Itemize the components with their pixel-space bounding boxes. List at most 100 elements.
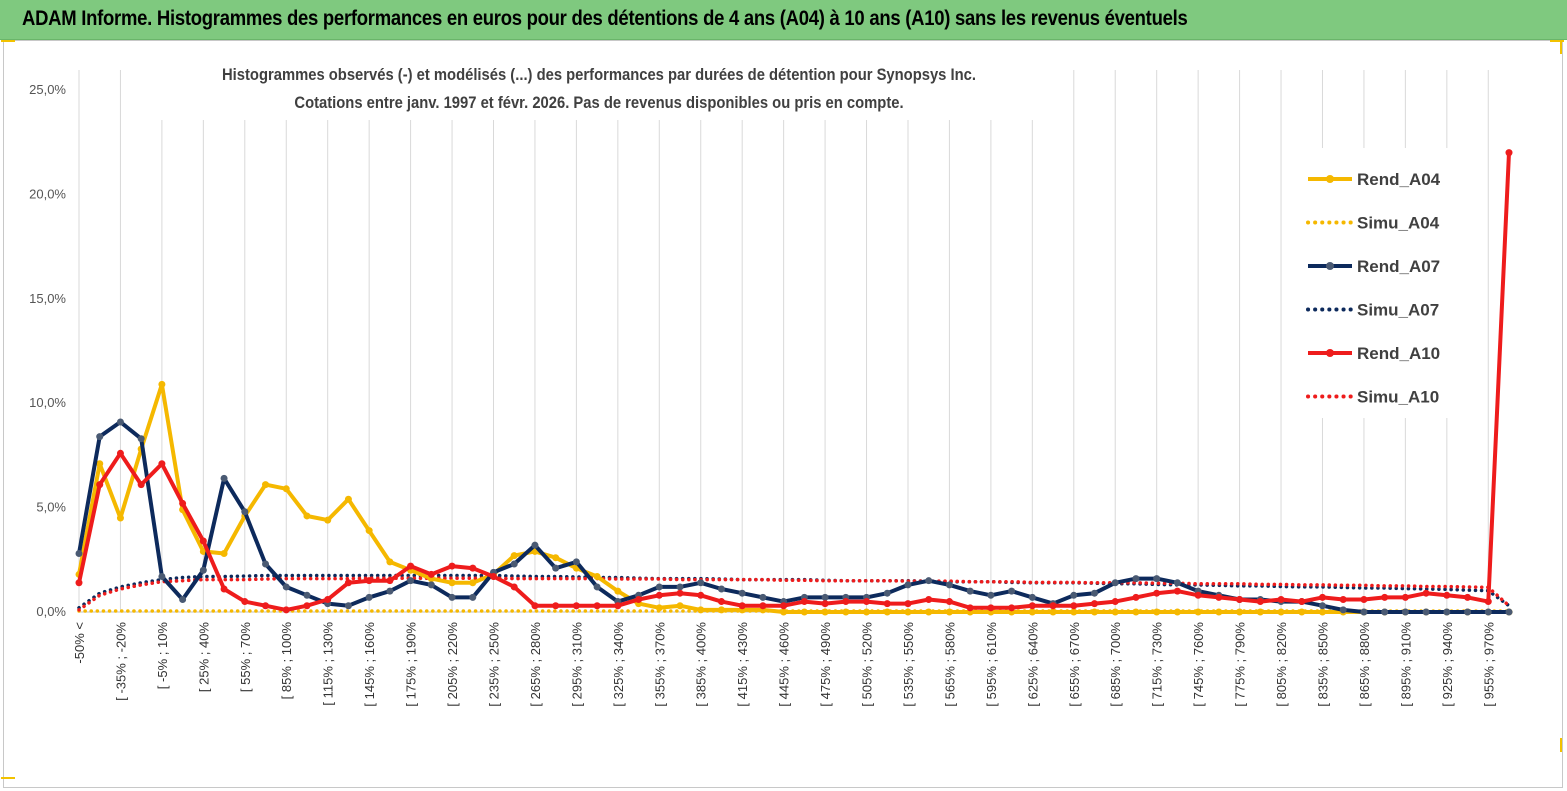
data-point-Rend_A10 <box>1028 602 1036 610</box>
data-point-Rend_A10 <box>199 537 207 545</box>
data-point-Rend_A10 <box>1215 593 1223 601</box>
x-tick-label: [ 115% ; 130% <box>321 622 336 706</box>
data-point-Rend_A07 <box>1484 608 1492 616</box>
data-point-Rend_A10 <box>1484 598 1492 606</box>
data-point-Rend_A10 <box>614 602 622 610</box>
data-point-Rend_A04 <box>1111 608 1119 616</box>
data-point-Rend_A04 <box>386 558 394 566</box>
data-point-Rend_A07 <box>510 560 518 568</box>
data-point-Rend_A10 <box>1443 591 1451 599</box>
x-tick-label: [ 265% ; 280% <box>528 622 543 707</box>
data-point-Rend_A10 <box>469 564 477 572</box>
frame-corner-mark <box>1 40 15 42</box>
data-point-Rend_A04 <box>1153 608 1161 616</box>
data-point-Rend_A07 <box>1360 608 1368 616</box>
data-point-Rend_A04 <box>780 608 788 616</box>
data-point-Rend_A07 <box>303 591 311 599</box>
data-point-Rend_A10 <box>510 583 518 591</box>
x-tick-label: [ 775% ; 790% <box>1233 622 1248 707</box>
grid-lines <box>78 70 1489 612</box>
legend-label-Rend_A04: Rend_A04 <box>1357 170 1441 189</box>
series-line-Rend_A07 <box>77 420 1509 614</box>
data-point-Rend_A10 <box>883 600 891 608</box>
data-point-Rend_A10 <box>137 481 145 489</box>
x-tick-label: [ 685% ; 700% <box>1108 622 1123 707</box>
data-point-Rend_A10 <box>303 602 311 610</box>
data-point-Rend_A10 <box>96 481 104 489</box>
data-point-Rend_A07 <box>282 583 290 591</box>
data-point-Rend_A07 <box>96 433 104 441</box>
frame-corner-mark <box>1560 738 1562 752</box>
data-point-Rend_A04 <box>697 606 705 614</box>
x-tick-label: [ 835% ; 850% <box>1315 622 1330 707</box>
data-point-Rend_A10 <box>552 602 560 610</box>
data-point-Rend_A10 <box>655 591 663 599</box>
data-point-Rend_A04 <box>510 552 518 560</box>
data-point-Rend_A10 <box>1111 598 1119 606</box>
legend-marker-Rend_A04 <box>1326 175 1334 183</box>
axes: 0,0% 5,0% 10,0% 15,0% 20,0% 25,0% -50% < [ -35%… <box>29 82 1513 707</box>
data-point-Rend_A07 <box>883 589 891 597</box>
data-point-Rend_A07 <box>759 593 767 601</box>
x-tick-label: [ 955% ; 970% <box>1481 622 1496 707</box>
data-point-Rend_A07 <box>448 593 456 601</box>
frame-corner-mark <box>1 777 15 779</box>
x-tick-label: [ 745% ; 760% <box>1191 622 1206 707</box>
data-point-Rend_A07 <box>676 583 684 591</box>
data-point-Rend_A07 <box>531 541 539 549</box>
data-point-Rend_A07 <box>717 585 725 593</box>
x-tick-label: [ -35% ; -20% <box>113 622 128 701</box>
x-tick-label: [ 805% ; 820% <box>1274 622 1289 707</box>
data-point-Rend_A04 <box>717 606 725 614</box>
data-point-Rend_A07 <box>1173 579 1181 587</box>
x-tick-label: [ 865% ; 880% <box>1357 622 1372 707</box>
x-tick-label: [ 55% ; 70% <box>238 622 253 693</box>
data-point-Rend_A07 <box>365 593 373 601</box>
data-point-Rend_A07 <box>1111 579 1119 587</box>
y-tick-label: 25,0% <box>29 82 66 97</box>
y-tick-label: 10,0% <box>29 395 66 410</box>
series-line-Simu_A10 <box>77 576 1511 612</box>
data-point-Rend_A04 <box>1215 608 1223 616</box>
data-point-Rend_A10 <box>1339 595 1347 603</box>
x-tick-label: [ 475% ; 490% <box>818 622 833 707</box>
data-point-Rend_A04 <box>863 608 871 616</box>
data-point-Rend_A07 <box>407 577 415 585</box>
data-point-Rend_A07 <box>262 560 270 568</box>
data-point-Rend_A07 <box>199 566 207 574</box>
data-point-Rend_A07 <box>1464 608 1472 616</box>
x-tick-label: [ 505% ; 520% <box>860 622 875 707</box>
data-point-Rend_A10 <box>489 573 497 581</box>
data-point-Rend_A10 <box>344 579 352 587</box>
data-point-Rend_A10 <box>1091 600 1099 608</box>
data-point-Rend_A04 <box>282 485 290 493</box>
legend-marker-Rend_A07 <box>1326 262 1334 270</box>
data-point-Rend_A10 <box>863 598 871 606</box>
x-tick-label: [ 385% ; 400% <box>694 622 709 707</box>
data-point-Rend_A04 <box>614 587 622 595</box>
data-point-Rend_A07 <box>1070 591 1078 599</box>
data-point-Rend_A07 <box>987 591 995 599</box>
y-tick-label: 0,0% <box>36 604 66 619</box>
data-point-Rend_A04 <box>1070 608 1078 616</box>
data-point-Rend_A10 <box>531 602 539 610</box>
data-point-Rend_A04 <box>1091 608 1099 616</box>
data-point-Rend_A07 <box>821 593 829 601</box>
frame-corner-mark <box>1560 40 1562 54</box>
data-point-Rend_A07 <box>1132 575 1140 583</box>
data-point-Rend_A04 <box>1028 608 1036 616</box>
data-point-Rend_A07 <box>344 602 352 610</box>
data-point-Rend_A10 <box>1360 595 1368 603</box>
data-point-Rend_A10 <box>593 602 601 610</box>
data-point-Rend_A07 <box>1422 608 1430 616</box>
data-point-Rend_A04 <box>1256 608 1264 616</box>
data-point-Rend_A07 <box>1091 589 1099 597</box>
data-point-Rend_A07 <box>1505 608 1513 616</box>
y-tick-label: 5,0% <box>36 500 66 515</box>
data-point-Rend_A04 <box>925 608 933 616</box>
data-point-Rend_A10 <box>448 562 456 570</box>
data-point-Rend_A07 <box>116 418 124 426</box>
data-point-Rend_A10 <box>220 585 228 593</box>
data-point-Rend_A10 <box>1070 602 1078 610</box>
data-point-Rend_A07 <box>655 583 663 591</box>
